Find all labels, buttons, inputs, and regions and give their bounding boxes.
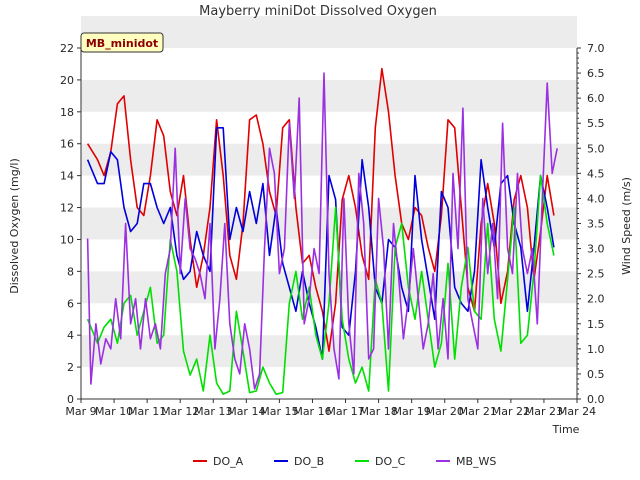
- x-tick-label: Mar 17: [326, 405, 364, 418]
- y-tick-label-right: 1.5: [587, 318, 605, 331]
- y-tick-label-left: 12: [60, 202, 74, 215]
- x-tick-label: Mar 20: [426, 405, 464, 418]
- x-tick-label: Mar 9: [65, 405, 96, 418]
- y-tick-label-left: 18: [60, 106, 74, 119]
- y-tick-label-left: 0: [67, 393, 74, 406]
- y-axis-title-left: Dissolved Oxygen (mg/l): [8, 158, 21, 293]
- y-tick-label-left: 16: [60, 138, 74, 151]
- y-tick-label-right: 0.5: [587, 368, 605, 381]
- y-tick-label-right: 3.5: [587, 218, 605, 231]
- legend-label-do-a: DO_A: [213, 455, 244, 468]
- legend: DO_A DO_B DO_C MB_WS: [193, 455, 496, 468]
- x-tick-label: Mar 22: [492, 405, 530, 418]
- legend-label-mb-ws: MB_WS: [456, 455, 496, 468]
- x-tick-label: Mar 23: [525, 405, 563, 418]
- y-tick-label-right: 2.5: [587, 268, 605, 281]
- y-tick-label-right: 1.0: [587, 343, 605, 356]
- y-tick-label-right: 5.5: [587, 117, 605, 130]
- grid-band: [81, 16, 577, 48]
- y-tick-label-left: 2: [67, 361, 74, 374]
- badge-box: [80, 32, 164, 53]
- axes: 0 2 4 6 8 10 12 14 16 18 20 22 0.0 0.5 1.0 1.5 2.0 2.5 3.0…: [60, 42, 605, 418]
- y-tick-label-left: 20: [60, 74, 74, 87]
- x-tick-label: Mar 10: [95, 405, 133, 418]
- y-tick-label-left: 8: [67, 265, 74, 278]
- y-tick-label-left: 14: [60, 170, 74, 183]
- plot-lines: [86, 67, 558, 396]
- y-tick-label-right: 0.0: [587, 393, 605, 406]
- x-tick-label: Mar 18: [359, 405, 397, 418]
- y-tick-label-right: 5.0: [587, 142, 605, 155]
- x-tick-label: Mar 11: [128, 405, 166, 418]
- badge: MB_minidot: [80, 32, 164, 53]
- y-tick-label-right: 6.5: [587, 67, 605, 80]
- x-tick-label: Mar 13: [194, 405, 232, 418]
- series-line-do-a: [86, 67, 555, 352]
- x-tick-label: Mar 24: [558, 405, 596, 418]
- x-tick-label: Mar 19: [393, 405, 431, 418]
- y-tick-label-right: 4.5: [587, 167, 605, 180]
- x-axis-title: Time: [552, 423, 580, 436]
- y-tick-label-left: 6: [67, 297, 74, 310]
- series-line-mb-ws: [86, 72, 558, 390]
- y-tick-label-left: 22: [60, 42, 74, 55]
- y-tick-label-right: 4.0: [587, 192, 605, 205]
- y-tick-label-right: 7.0: [587, 42, 605, 55]
- series-line-do-c: [86, 174, 555, 396]
- x-tick-label: Mar 16: [293, 405, 331, 418]
- y-tick-label-left: 10: [60, 233, 74, 246]
- legend-label-do-b: DO_B: [294, 455, 324, 468]
- x-tick-label: Mar 21: [459, 405, 497, 418]
- y-axis-title-right: Wind Speed (m/s): [620, 177, 633, 275]
- x-tick-label: Mar 15: [260, 405, 298, 418]
- y-tick-label-left: 4: [67, 329, 74, 342]
- x-tick-label: Mar 14: [227, 405, 265, 418]
- badge-label: MB_minidot: [86, 37, 158, 50]
- grid-band: [81, 143, 577, 176]
- grid-band: [81, 207, 577, 240]
- chart-title: Mayberry miniDot Dissolved Oxygen: [199, 4, 437, 19]
- y-tick-label-right: 3.0: [587, 243, 605, 256]
- grid-band: [81, 79, 577, 112]
- y-tick-label-right: 2.0: [587, 293, 605, 306]
- x-tick-label: Mar 12: [161, 405, 199, 418]
- y-tick-label-right: 6.0: [587, 92, 605, 105]
- legend-label-do-c: DO_C: [375, 455, 406, 468]
- background-bands: [81, 16, 577, 399]
